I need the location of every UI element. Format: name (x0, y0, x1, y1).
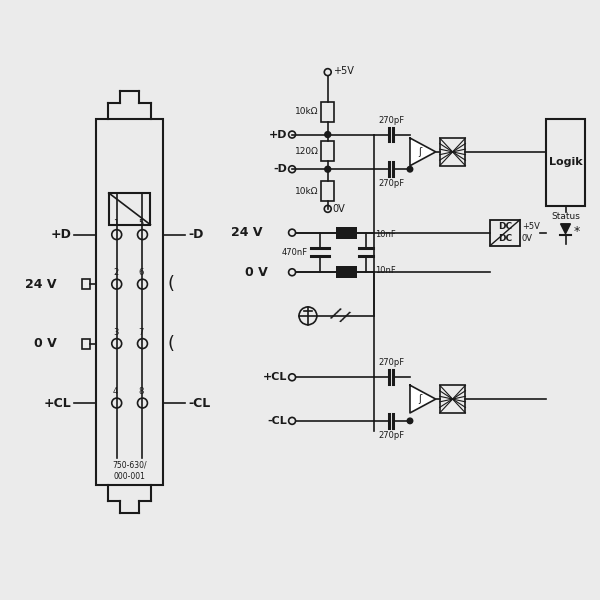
Text: -CL: -CL (268, 416, 287, 426)
Bar (546, 119, 586, 206)
Text: +5V: +5V (332, 66, 353, 76)
Bar (82, 279, 90, 289)
Text: 0 V: 0 V (245, 266, 268, 279)
Text: 10nF: 10nF (375, 266, 396, 275)
Text: 24 V: 24 V (25, 278, 56, 290)
Text: 8: 8 (139, 387, 144, 396)
Text: DC: DC (498, 234, 512, 243)
Text: +CL: +CL (263, 372, 287, 382)
Text: +D: +D (50, 228, 71, 241)
Bar (440, 385, 466, 413)
Text: 470nF: 470nF (282, 248, 308, 257)
Bar (322, 142, 334, 161)
Text: *: * (574, 225, 580, 238)
Text: 10kΩ: 10kΩ (295, 107, 319, 116)
Bar (82, 338, 90, 349)
Text: / /: / / (330, 306, 350, 326)
Bar (335, 266, 358, 278)
Text: 7: 7 (139, 328, 144, 337)
Text: 270pF: 270pF (378, 179, 404, 188)
Text: 1: 1 (113, 218, 118, 227)
Text: +D: +D (269, 130, 287, 140)
Text: 2: 2 (113, 268, 118, 277)
Text: 4: 4 (113, 387, 118, 396)
Text: (: ( (167, 335, 174, 353)
Text: 24 V: 24 V (231, 226, 262, 239)
Bar (322, 181, 334, 201)
Circle shape (325, 131, 331, 137)
Bar (322, 102, 334, 122)
Bar (96, 119, 163, 485)
Polygon shape (560, 224, 571, 233)
Text: 6: 6 (139, 268, 144, 277)
Text: 10kΩ: 10kΩ (295, 187, 319, 196)
Circle shape (325, 166, 331, 172)
Text: -D: -D (273, 164, 287, 174)
Text: 0V: 0V (332, 204, 346, 214)
Bar (335, 227, 358, 239)
Text: 270pF: 270pF (378, 116, 404, 125)
Bar (490, 220, 520, 245)
Text: 5: 5 (139, 218, 144, 227)
Text: Status: Status (551, 212, 580, 221)
Text: 10nF: 10nF (375, 230, 396, 239)
Text: ʃ: ʃ (418, 394, 421, 404)
Polygon shape (410, 385, 436, 413)
Text: -CL: -CL (188, 397, 210, 410)
Text: 0V: 0V (522, 234, 533, 243)
Bar (109, 193, 151, 225)
Text: Logik: Logik (549, 157, 583, 167)
Text: -D: -D (188, 228, 203, 241)
Text: 750-630/
000-001: 750-630/ 000-001 (112, 460, 147, 481)
Text: DC: DC (498, 222, 512, 231)
Bar (440, 138, 466, 166)
Polygon shape (410, 138, 436, 166)
Text: 0 V: 0 V (34, 337, 56, 350)
Text: (: ( (167, 275, 174, 293)
Text: 3: 3 (113, 328, 118, 337)
Text: 120Ω: 120Ω (295, 147, 319, 156)
Circle shape (407, 166, 413, 172)
Text: 270pF: 270pF (378, 431, 404, 440)
Text: 270pF: 270pF (378, 358, 404, 367)
Text: +5V: +5V (522, 222, 540, 231)
Text: ʃ: ʃ (418, 147, 421, 157)
Circle shape (407, 418, 413, 424)
Text: +CL: +CL (43, 397, 71, 410)
